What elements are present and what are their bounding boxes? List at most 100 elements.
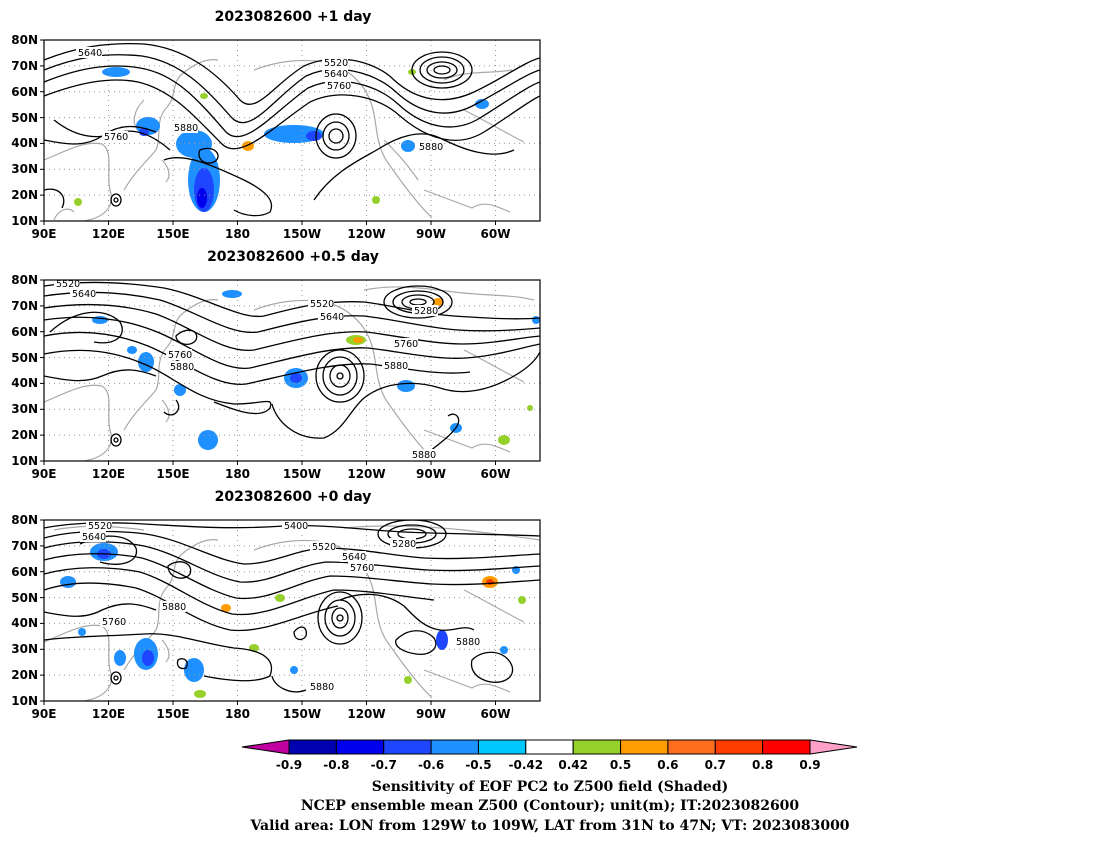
colorbar-tick-label: -0.42: [509, 758, 544, 772]
panel-2-title: 2023082600 +0.5 day: [207, 249, 379, 265]
colorbar-box: [477, 739, 527, 755]
contour-label: 5880: [310, 682, 334, 693]
lon-tick-label: 120E: [92, 227, 125, 241]
panel-3-shading: [60, 543, 526, 698]
lon-tick-label: 120W: [347, 467, 385, 481]
colorbar-tick-label: -0.5: [465, 758, 491, 772]
colorbar-box: [762, 739, 811, 755]
colorbar-tick-label: -0.9: [276, 758, 302, 772]
contour-label: 5880: [419, 142, 443, 153]
lon-tick-label: 150E: [156, 707, 189, 721]
lon-tick-label: 180: [225, 467, 250, 481]
lat-tick-label: 60N: [11, 85, 38, 99]
panel-3-coastlines: [44, 525, 540, 701]
lon-tick-label: 60W: [481, 227, 511, 241]
panel-2-tick-marks: [40, 279, 496, 465]
contour-label: 5640: [82, 532, 106, 543]
panel-1-title: 2023082600 +1 day: [215, 9, 372, 25]
contour-label: 5880: [412, 450, 436, 461]
contour-label: 5640: [320, 312, 344, 323]
lat-tick-label: 60N: [11, 325, 38, 339]
colorbar-box: [620, 739, 669, 755]
lon-tick-label: 90E: [32, 467, 57, 481]
contour-label: 5760: [102, 617, 126, 628]
colorbar-box: [525, 739, 574, 755]
contour-label: 5520: [56, 279, 80, 290]
panel-3-contour-labels: 5520 5640 5400 5520 5640 5760 5280 5880: [80, 520, 480, 693]
contour-label: 5760: [168, 350, 192, 361]
lon-tick-label: 60W: [481, 467, 511, 481]
panel-3-title: 2023082600 +0 day: [215, 489, 372, 505]
lat-tick-label: 40N: [11, 136, 38, 150]
panel-3-contours: [44, 520, 540, 693]
lat-tick-label: 80N: [11, 513, 38, 527]
panel-3-frame: [43, 519, 541, 702]
panel-2-contour-labels: 5520 5640 5520 5640 5280 5760 5880 5760: [54, 279, 438, 461]
caption: Sensitivity of EOF PC2 to Z500 field (Sh…: [249, 779, 849, 834]
colorbar-high-arrow: [809, 739, 858, 755]
lat-tick-label: 70N: [11, 539, 38, 553]
caption-line-2: NCEP ensemble mean Z500 (Contour); unit(…: [301, 798, 800, 814]
panel-1-plot: 5640 5520 5640 5760 5760 5880 5880: [11, 33, 541, 241]
contour-label: 5520: [310, 299, 334, 310]
lon-tick-label: 90W: [416, 227, 446, 241]
lon-tick-label: 150W: [283, 707, 321, 721]
lat-tick-label: 20N: [11, 188, 38, 202]
panel-3-grid: [44, 520, 540, 701]
contour-label: 5280: [414, 306, 438, 317]
panel-1-shading: [74, 67, 489, 212]
map-panel-2: 2023082600 +0.5 day: [11, 249, 541, 481]
colorbar-box: [383, 739, 432, 755]
lat-tick-label: 70N: [11, 59, 38, 73]
contour-label: 5880: [384, 361, 408, 372]
colorbar-low-arrow: [241, 739, 290, 755]
panel-3-lon-labels: 90E 120E 150E 180 150W 120W 90W 60W: [32, 707, 511, 721]
contour-label: 5280: [392, 539, 416, 550]
lat-tick-label: 20N: [11, 428, 38, 442]
colorbar-tick-label: 0.5: [610, 758, 631, 772]
colorbar-tick-label: 0.7: [705, 758, 726, 772]
panel-3-lat-labels: 80N 70N 60N 50N 40N 30N 20N 10N: [11, 513, 38, 708]
colorbar-box: [335, 739, 385, 755]
contour-label: 5880: [162, 602, 186, 613]
panel-3-plot: 5520 5640 5400 5520 5640 5760 5280 5880: [11, 513, 541, 721]
contour-label: 5880: [456, 637, 480, 648]
lat-tick-label: 80N: [11, 273, 38, 287]
panel-1-contours: [44, 43, 540, 217]
lon-tick-label: 120W: [347, 227, 385, 241]
contour-label: 5400: [284, 521, 308, 532]
contour-label: 5640: [342, 552, 366, 563]
contour-label: 5640: [324, 69, 348, 80]
lon-tick-label: 120W: [347, 707, 385, 721]
colorbar-tick-label: -0.6: [418, 758, 444, 772]
colorbar-box: [288, 739, 337, 755]
lon-tick-label: 120E: [92, 467, 125, 481]
panel-2-frame: [43, 279, 541, 462]
colorbar-boxes: [288, 739, 811, 755]
contour-label: 5760: [394, 339, 418, 350]
lat-tick-label: 20N: [11, 668, 38, 682]
lat-tick-label: 50N: [11, 111, 38, 125]
panel-2-plot: 5520 5640 5520 5640 5280 5760 5880 5760: [11, 273, 541, 481]
colorbar-tick-label: 0.42: [558, 758, 588, 772]
colorbar-tick-label: -0.8: [323, 758, 349, 772]
lon-tick-label: 90W: [416, 467, 446, 481]
lat-tick-label: 80N: [11, 33, 38, 47]
colorbar-box: [572, 739, 622, 755]
lat-tick-label: 40N: [11, 376, 38, 390]
lat-tick-label: 70N: [11, 299, 38, 313]
lon-tick-label: 150W: [283, 227, 321, 241]
colorbar-box: [667, 739, 716, 755]
contour-label: 5640: [72, 289, 96, 300]
lon-tick-label: 90E: [32, 707, 57, 721]
lon-tick-label: 180: [225, 227, 250, 241]
panel-1-lon-labels: 90E 120E 150E 180 150W 120W 90W 60W: [32, 227, 511, 241]
lat-tick-label: 50N: [11, 591, 38, 605]
lat-tick-label: 30N: [11, 402, 38, 416]
lon-tick-label: 180: [225, 707, 250, 721]
colorbar-box: [714, 739, 764, 755]
colorbar-tick-label: 0.6: [657, 758, 678, 772]
contour-label: 5760: [350, 563, 374, 574]
panel-1-contour-labels: 5640 5520 5640 5760 5760 5880 5880: [76, 47, 443, 153]
